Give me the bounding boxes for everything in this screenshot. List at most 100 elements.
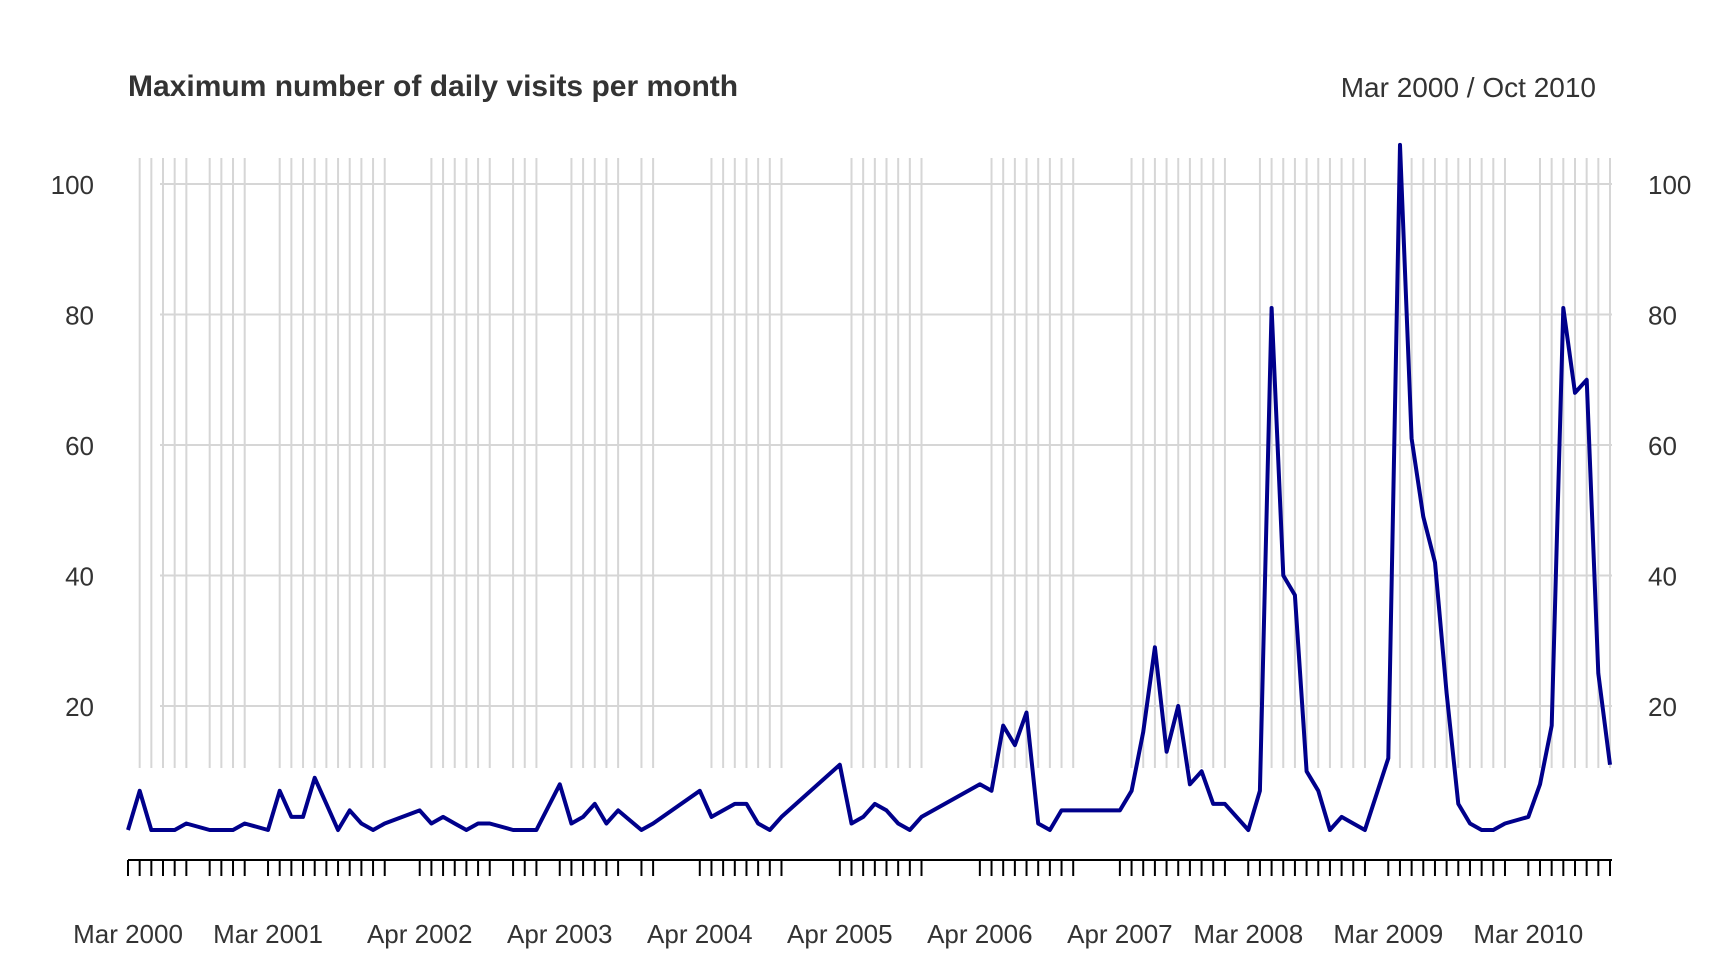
data-point <box>861 815 865 819</box>
data-point <box>616 808 620 812</box>
data-point <box>709 815 713 819</box>
data-point <box>1246 828 1250 832</box>
data-point <box>849 821 853 825</box>
data-point <box>1363 828 1367 832</box>
data-point <box>301 815 305 819</box>
data-point <box>593 802 597 806</box>
data-point <box>1608 763 1612 767</box>
data-point <box>651 821 655 825</box>
data-point <box>289 815 293 819</box>
data-point <box>1433 560 1437 564</box>
data-point <box>1445 691 1449 695</box>
y-tick-label-left: 60 <box>65 431 94 461</box>
data-point <box>476 821 480 825</box>
data-point <box>1573 391 1577 395</box>
x-tick-label: Apr 2006 <box>927 919 1033 949</box>
data-point <box>161 828 165 832</box>
data-point <box>336 828 340 832</box>
data-point <box>1293 593 1297 597</box>
data-point <box>1386 756 1390 760</box>
data-point <box>313 776 317 780</box>
data-point <box>779 815 783 819</box>
x-tick-label: Mar 2010 <box>1473 919 1583 949</box>
data-point <box>1351 821 1355 825</box>
data-point <box>429 821 433 825</box>
data-point <box>231 828 235 832</box>
data-point <box>569 821 573 825</box>
x-tick-label: Apr 2004 <box>647 919 753 949</box>
data-point <box>1316 789 1320 793</box>
data-point <box>1200 769 1204 773</box>
data-point <box>1176 704 1180 708</box>
data-point <box>1480 828 1484 832</box>
data-point <box>1421 515 1425 519</box>
data-point <box>558 782 562 786</box>
data-point <box>1491 828 1495 832</box>
y-tick-label-left: 100 <box>51 170 94 200</box>
data-point <box>1013 743 1017 747</box>
data-point <box>744 802 748 806</box>
data-point <box>1503 821 1507 825</box>
data-point <box>488 821 492 825</box>
y-tick-label-right: 60 <box>1648 431 1677 461</box>
data-point <box>383 821 387 825</box>
y-tick-label-right: 20 <box>1648 692 1677 722</box>
data-point <box>1071 808 1075 812</box>
data-point <box>371 828 375 832</box>
data-point <box>149 828 153 832</box>
data-point <box>173 828 177 832</box>
data-point <box>733 802 737 806</box>
x-tick-label: Apr 2007 <box>1067 919 1173 949</box>
data-point <box>324 802 328 806</box>
data-point <box>441 815 445 819</box>
data-point <box>1048 828 1052 832</box>
data-point <box>838 763 842 767</box>
data-point <box>698 789 702 793</box>
data-point <box>359 821 363 825</box>
data-point <box>534 828 538 832</box>
data-point <box>1526 815 1530 819</box>
data-point <box>1328 828 1332 832</box>
x-tick-label: Apr 2003 <box>507 919 613 949</box>
data-point <box>604 821 608 825</box>
data-point <box>1141 730 1145 734</box>
data-point <box>1025 711 1029 715</box>
data-point <box>1130 789 1134 793</box>
data-point <box>266 828 270 832</box>
data-point <box>978 782 982 786</box>
data-point <box>523 828 527 832</box>
data-point <box>1468 821 1472 825</box>
data-point <box>1036 821 1040 825</box>
data-point <box>1223 802 1227 806</box>
data-point <box>581 815 585 819</box>
data-point <box>1258 789 1262 793</box>
data-point <box>138 789 142 793</box>
data-point <box>756 821 760 825</box>
data-point <box>908 828 912 832</box>
data-point <box>1001 724 1005 728</box>
data-point <box>464 828 468 832</box>
data-point <box>511 828 515 832</box>
data-point <box>896 821 900 825</box>
x-tick-label: Mar 2009 <box>1333 919 1443 949</box>
x-tick-label: Apr 2002 <box>367 919 473 949</box>
data-point <box>768 828 772 832</box>
data-point <box>1211 802 1215 806</box>
data-point <box>1398 143 1402 147</box>
data-point <box>990 789 994 793</box>
data-point <box>1596 671 1600 675</box>
data-point <box>885 808 889 812</box>
data-point <box>1410 436 1414 440</box>
data-point <box>1281 574 1285 578</box>
y-tick-label-right: 100 <box>1648 170 1691 200</box>
data-point <box>1340 815 1344 819</box>
data-point <box>639 828 643 832</box>
data-point <box>219 828 223 832</box>
data-point <box>1060 808 1064 812</box>
y-tick-label-right: 40 <box>1648 562 1677 592</box>
chart-title: Maximum number of daily visits per month <box>128 70 739 103</box>
data-point <box>1188 782 1192 786</box>
data-point <box>1585 378 1589 382</box>
data-point <box>126 828 130 832</box>
